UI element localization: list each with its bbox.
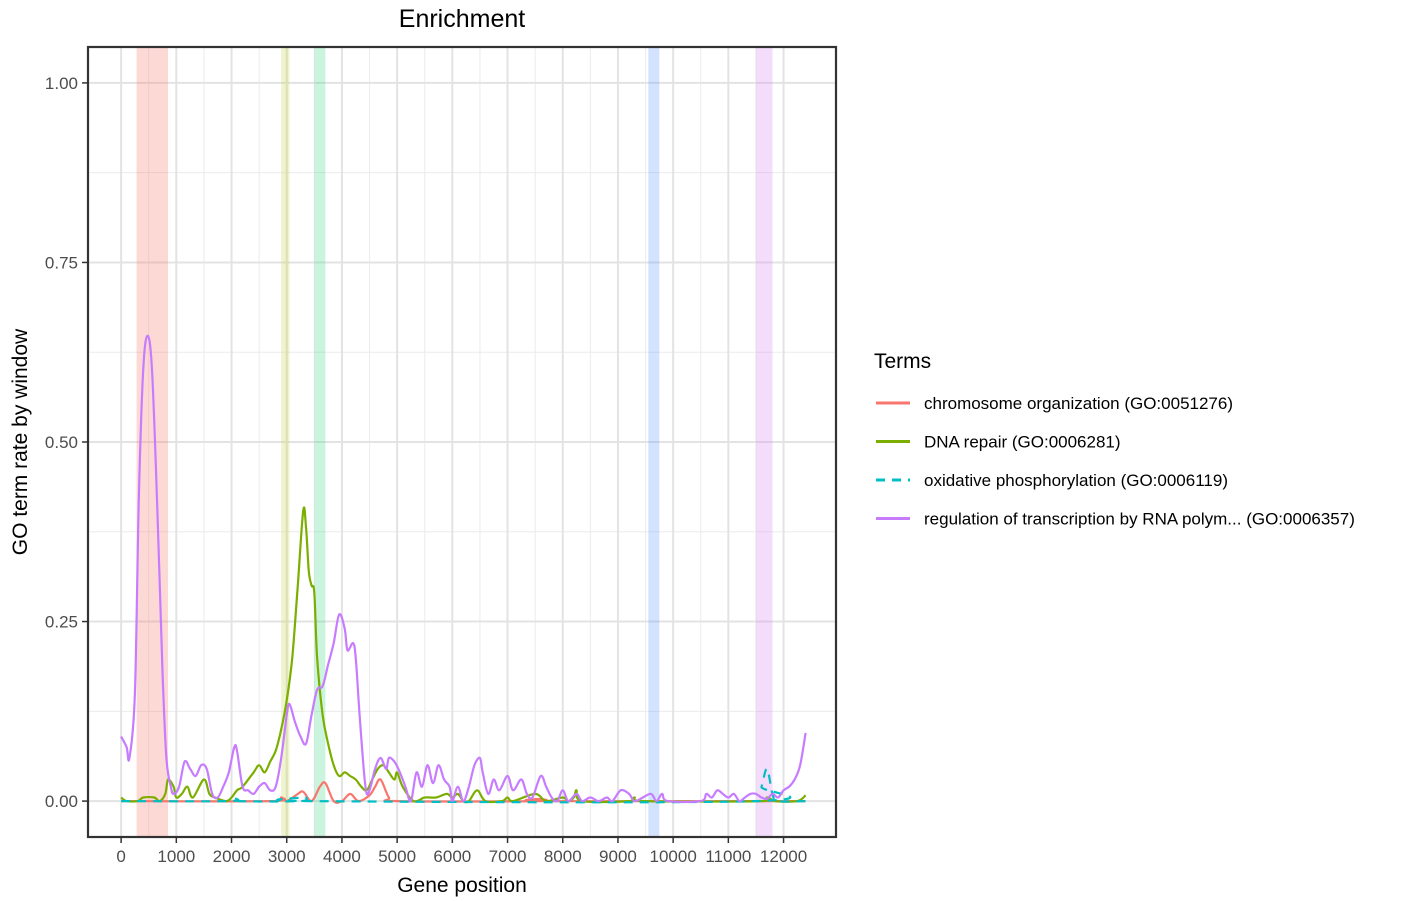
x-tick-label: 9000 bbox=[599, 847, 637, 866]
x-tick-label: 2000 bbox=[213, 847, 251, 866]
plot-background bbox=[88, 47, 836, 837]
highlight-band bbox=[314, 47, 326, 837]
legend-label-3: regulation of transcription by RNA polym… bbox=[924, 510, 1355, 529]
x-tick-label: 5000 bbox=[378, 847, 416, 866]
x-tick-label: 8000 bbox=[544, 847, 582, 866]
chart-title: Enrichment bbox=[399, 5, 525, 33]
x-tick-label: 4000 bbox=[323, 847, 361, 866]
y-axis: 0.00 0.25 0.50 0.75 1.00 bbox=[45, 74, 88, 811]
y-axis-title: GO term rate by window bbox=[9, 328, 32, 555]
x-axis-title: Gene position bbox=[397, 874, 527, 897]
highlight-bands bbox=[136, 47, 773, 837]
legend: Terms chromosome organization (GO:005127… bbox=[874, 350, 1355, 529]
x-tick-label: 0 bbox=[116, 847, 125, 866]
x-tick-label: 11000 bbox=[705, 847, 751, 866]
legend-label-0: chromosome organization (GO:0051276) bbox=[924, 394, 1233, 413]
series-lines bbox=[120, 334, 807, 804]
legend-items: chromosome organization (GO:0051276) DNA … bbox=[876, 394, 1355, 529]
x-tick-label: 3000 bbox=[268, 847, 306, 866]
y-tick-label: 1.00 bbox=[45, 74, 78, 93]
y-tick-label: 0.25 bbox=[45, 613, 78, 632]
highlight-band bbox=[281, 47, 290, 837]
legend-title: Terms bbox=[874, 350, 931, 373]
y-tick-label: 0.00 bbox=[45, 792, 78, 811]
x-tick-label: 12000 bbox=[760, 847, 807, 866]
x-tick-label: 6000 bbox=[433, 847, 471, 866]
legend-label-1: DNA repair (GO:0006281) bbox=[924, 433, 1121, 452]
x-axis: 0 1000 2000 3000 4000 5000 6000 7000 8000 9000 100… bbox=[116, 837, 807, 866]
y-tick-label: 0.50 bbox=[45, 433, 78, 452]
x-tick-label: 1000 bbox=[157, 847, 195, 866]
x-tick-label: 7000 bbox=[489, 847, 527, 866]
x-tick-label: 10000 bbox=[650, 847, 697, 866]
y-tick-label: 0.75 bbox=[45, 253, 78, 272]
highlight-band bbox=[648, 47, 660, 837]
series-line-2 bbox=[121, 767, 806, 804]
series-line-3 bbox=[120, 334, 807, 804]
series-line-1 bbox=[120, 506, 807, 804]
legend-label-2: oxidative phosphorylation (GO:0006119) bbox=[924, 471, 1228, 490]
highlight-band bbox=[755, 47, 773, 837]
